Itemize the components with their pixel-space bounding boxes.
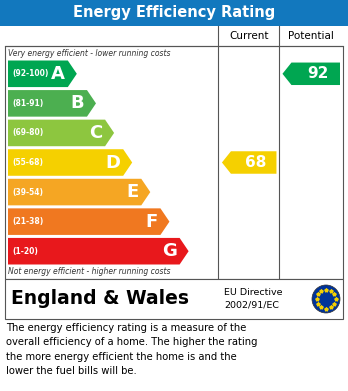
Polygon shape xyxy=(8,238,189,264)
Text: (81-91): (81-91) xyxy=(12,99,43,108)
Text: Current: Current xyxy=(229,31,268,41)
Text: B: B xyxy=(70,94,84,112)
Text: (92-100): (92-100) xyxy=(12,69,48,78)
Bar xyxy=(0,0,348,26)
Polygon shape xyxy=(8,208,169,235)
Polygon shape xyxy=(8,120,114,146)
Text: (55-68): (55-68) xyxy=(12,158,43,167)
Text: Very energy efficient - lower running costs: Very energy efficient - lower running co… xyxy=(8,49,171,58)
Polygon shape xyxy=(8,149,132,176)
Text: The energy efficiency rating is a measure of the
overall efficiency of a home. T: The energy efficiency rating is a measur… xyxy=(6,323,258,376)
Polygon shape xyxy=(8,90,96,117)
Polygon shape xyxy=(8,61,77,87)
Circle shape xyxy=(312,285,340,313)
Text: Potential: Potential xyxy=(288,31,334,41)
Text: (39-54): (39-54) xyxy=(12,188,43,197)
Text: 68: 68 xyxy=(245,155,266,170)
Bar xyxy=(5,279,343,319)
Bar xyxy=(5,46,343,279)
Text: (1-20): (1-20) xyxy=(12,247,38,256)
Text: C: C xyxy=(89,124,102,142)
Text: F: F xyxy=(145,213,157,231)
Text: EU Directive
2002/91/EC: EU Directive 2002/91/EC xyxy=(224,288,283,310)
Polygon shape xyxy=(8,179,150,205)
Text: 92: 92 xyxy=(307,66,329,81)
Polygon shape xyxy=(222,151,276,174)
Text: (69-80): (69-80) xyxy=(12,128,43,137)
Text: G: G xyxy=(162,242,177,260)
Polygon shape xyxy=(283,63,340,85)
Text: Energy Efficiency Rating: Energy Efficiency Rating xyxy=(73,5,275,20)
Text: E: E xyxy=(126,183,138,201)
Text: England & Wales: England & Wales xyxy=(11,289,189,308)
Text: D: D xyxy=(105,154,120,172)
Text: (21-38): (21-38) xyxy=(12,217,43,226)
Text: Not energy efficient - higher running costs: Not energy efficient - higher running co… xyxy=(8,267,171,276)
Text: A: A xyxy=(51,65,65,83)
